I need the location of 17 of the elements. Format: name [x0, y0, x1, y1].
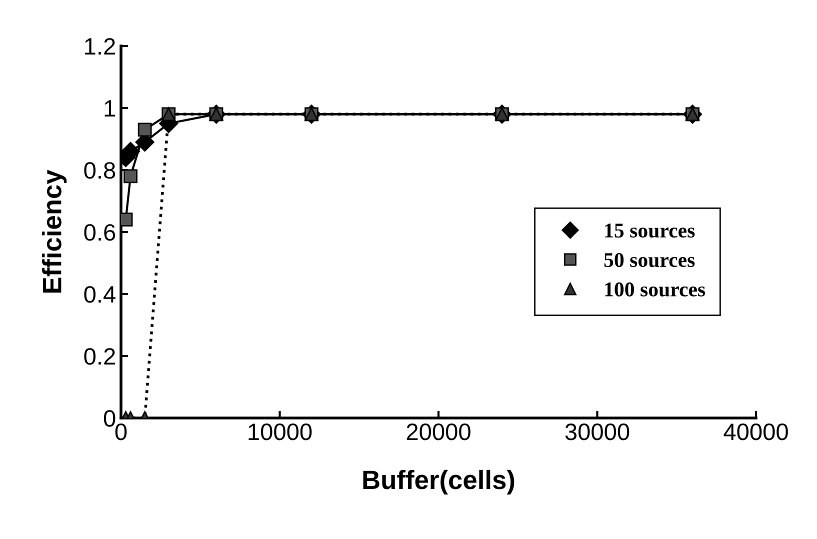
y-tick-label: 0.4 — [84, 286, 116, 303]
x-tick-label: 0 — [115, 423, 127, 440]
y-tick-label: 0.6 — [84, 224, 116, 241]
legend-label: 100 sources — [605, 282, 706, 297]
y-tick-label: 1 — [104, 100, 115, 117]
legend-label: 15 sources — [605, 224, 695, 238]
x-tick-label: 30000 — [565, 423, 630, 440]
y-tick-label: 0 — [104, 410, 116, 427]
y-tick-label: 0.2 — [84, 348, 115, 365]
x-tick-label: 10000 — [248, 423, 312, 440]
y-tick-label: 1.2 — [85, 38, 115, 55]
x-tick-label: 40000 — [724, 423, 788, 440]
x-tick-label: 20000 — [406, 423, 470, 440]
y-axis-title: Efficiency — [42, 170, 67, 293]
y-tick-label: 0.8 — [84, 162, 116, 179]
x-axis-title: Buffer(cells) — [363, 470, 514, 494]
legend-label: 50 sources — [604, 252, 695, 268]
